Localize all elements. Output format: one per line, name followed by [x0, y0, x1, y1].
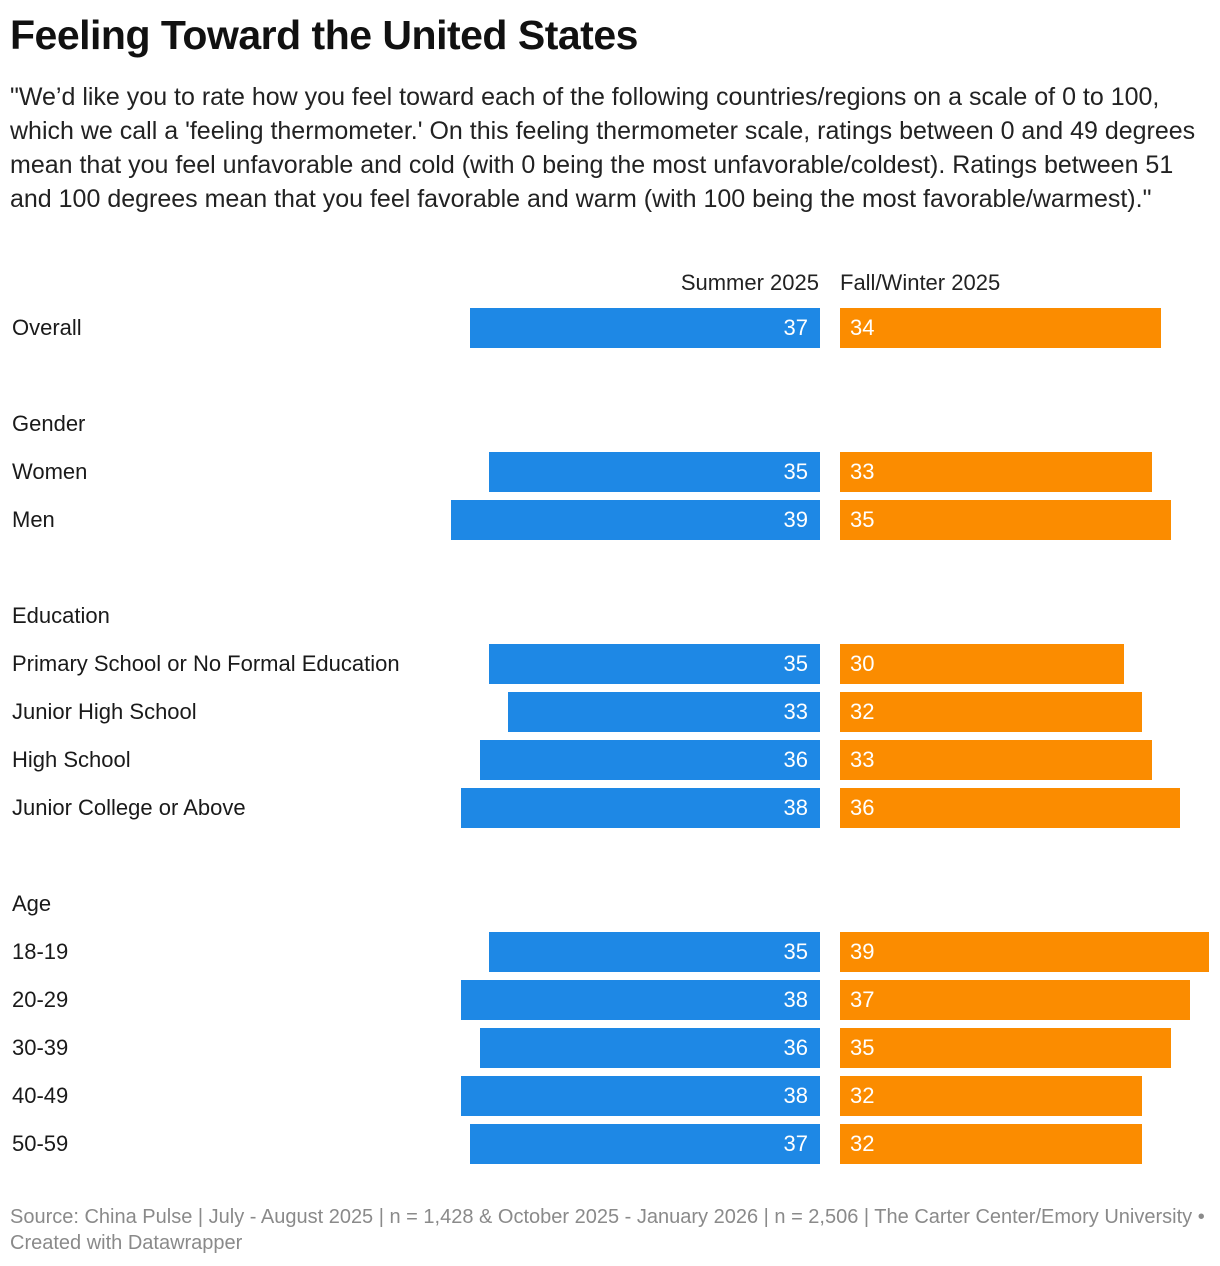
group-label-education: Education: [12, 603, 110, 628]
row-label-junior-college-or-above: Junior College or Above: [12, 795, 246, 820]
bar-summer-18-19: [489, 932, 820, 972]
bar-fall-winter-18-19: [840, 932, 1209, 972]
bar-fall-winter-40-49: [840, 1076, 1143, 1116]
value-label-fall-winter-18-19: 39: [850, 939, 875, 964]
bar-fall-winter-primary-school-or-no-formal-education: [840, 644, 1124, 684]
bar-summer-women: [489, 452, 820, 492]
value-label-fall-winter-50-59: 32: [850, 1131, 875, 1156]
bar-fall-winter-junior-high-school: [840, 692, 1143, 732]
value-label-summer-men: 39: [783, 507, 808, 532]
bar-summer-primary-school-or-no-formal-education: [489, 644, 820, 684]
bar-summer-overall: [470, 308, 820, 348]
value-label-fall-winter-junior-high-school: 32: [850, 699, 875, 724]
value-label-summer-high-school: 36: [783, 747, 808, 772]
bar-fall-winter-overall: [840, 308, 1162, 348]
bar-summer-junior-high-school: [508, 692, 820, 732]
bar-fall-winter-30-39: [840, 1028, 1171, 1068]
row-label-women: Women: [12, 459, 88, 484]
row-label-50-59: 50-59: [12, 1131, 69, 1156]
bar-fall-winter-50-59: [840, 1124, 1143, 1164]
value-label-summer-40-49: 38: [783, 1083, 808, 1108]
value-label-fall-winter-junior-college-or-above: 36: [850, 795, 875, 820]
bar-fall-winter-20-29: [840, 980, 1190, 1020]
series-header-summer: Summer 2025: [680, 270, 819, 295]
value-label-fall-winter-30-39: 35: [850, 1035, 875, 1060]
value-label-fall-winter-high-school: 33: [850, 747, 875, 772]
row-label-primary-school-or-no-formal-education: Primary School or No Formal Education: [12, 651, 400, 676]
bar-summer-30-39: [479, 1028, 820, 1068]
source-footer: Source: China Pulse | July - August 2025…: [10, 1206, 1205, 1254]
bar-summer-50-59: [470, 1124, 820, 1164]
value-label-summer-junior-college-or-above: 38: [783, 795, 808, 820]
chart-subtitle: "We’d like you to rate how you feel towa…: [10, 83, 1196, 213]
bar-summer-men: [451, 500, 820, 540]
row-label-30-39: 30-39: [12, 1035, 69, 1060]
value-label-fall-winter-overall: 34: [850, 315, 875, 340]
bar-summer-junior-college-or-above: [460, 788, 820, 828]
row-label-20-29: 20-29: [12, 987, 69, 1012]
series-header-fall-winter: Fall/Winter 2025: [840, 270, 1001, 295]
bar-fall-winter-women: [840, 452, 1152, 492]
row-label-junior-high-school: Junior High School: [12, 699, 197, 724]
value-label-summer-30-39: 36: [783, 1035, 808, 1060]
value-label-summer-18-19: 35: [783, 939, 808, 964]
row-label-high-school: High School: [12, 747, 131, 772]
bar-fall-winter-high-school: [840, 740, 1152, 780]
value-label-fall-winter-40-49: 32: [850, 1083, 875, 1108]
value-label-fall-winter-women: 33: [850, 459, 875, 484]
row-label-overall: Overall: [12, 315, 82, 340]
value-label-summer-20-29: 38: [783, 987, 808, 1012]
value-label-fall-winter-men: 35: [850, 507, 875, 532]
value-label-summer-overall: 37: [783, 315, 808, 340]
row-label-40-49: 40-49: [12, 1083, 69, 1108]
bar-fall-winter-men: [840, 500, 1171, 540]
bar-summer-20-29: [460, 980, 820, 1020]
value-label-summer-50-59: 37: [783, 1131, 808, 1156]
row-label-men: Men: [12, 507, 55, 532]
bar-summer-40-49: [460, 1076, 820, 1116]
value-label-summer-women: 35: [783, 459, 808, 484]
bar-summer-high-school: [479, 740, 820, 780]
chart-title: Feeling Toward the United States: [10, 12, 638, 58]
value-label-fall-winter-primary-school-or-no-formal-education: 30: [850, 651, 875, 676]
row-label-18-19: 18-19: [12, 939, 69, 964]
value-label-summer-primary-school-or-no-formal-education: 35: [783, 651, 808, 676]
group-label-age: Age: [12, 891, 52, 916]
value-label-fall-winter-20-29: 37: [850, 987, 875, 1012]
bar-fall-winter-junior-college-or-above: [840, 788, 1181, 828]
value-label-summer-junior-high-school: 33: [783, 699, 808, 724]
group-label-gender: Gender: [12, 411, 86, 436]
